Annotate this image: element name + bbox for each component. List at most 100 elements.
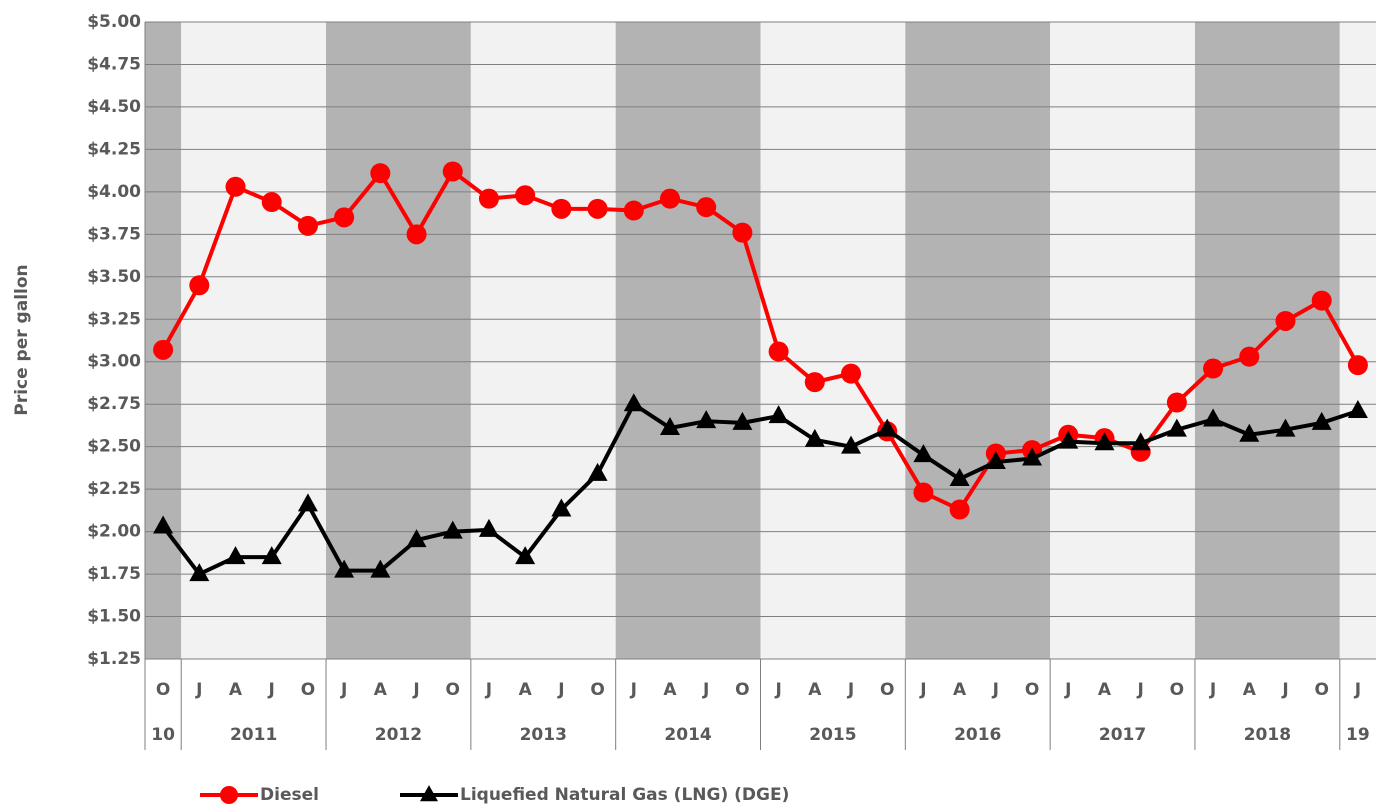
x-tick-label: O bbox=[1025, 680, 1039, 700]
point bbox=[1203, 408, 1224, 427]
point bbox=[261, 546, 282, 565]
point bbox=[623, 200, 644, 221]
y-tick-label: $4.00 bbox=[87, 182, 141, 202]
x-tick-label: J bbox=[1064, 680, 1071, 700]
point bbox=[334, 559, 355, 578]
x-tick-label: O bbox=[735, 680, 749, 700]
point bbox=[587, 198, 608, 219]
x-tick-label: J bbox=[195, 680, 202, 700]
x-tick-label: J bbox=[1209, 680, 1216, 700]
x-tick-label: J bbox=[1281, 680, 1288, 700]
year-label: 2011 bbox=[230, 725, 277, 745]
point bbox=[153, 339, 174, 360]
point bbox=[153, 515, 174, 534]
point bbox=[189, 563, 210, 582]
x-tick-label: A bbox=[953, 680, 967, 700]
year-label: 2017 bbox=[1099, 725, 1146, 745]
x-tick-label: A bbox=[229, 680, 243, 700]
point bbox=[841, 363, 862, 384]
year-label: 2015 bbox=[809, 725, 856, 745]
y-tick-label: $4.75 bbox=[87, 54, 141, 74]
point bbox=[515, 546, 536, 565]
y-tick-label: $2.25 bbox=[87, 479, 141, 499]
y-axis-label: Price per gallon bbox=[12, 264, 32, 415]
year-label: 10 bbox=[151, 725, 175, 745]
point bbox=[1058, 430, 1079, 449]
y-tick-label: $4.25 bbox=[87, 139, 141, 159]
year-label: 2016 bbox=[954, 725, 1001, 745]
x-tick-label: A bbox=[1243, 680, 1257, 700]
point bbox=[1094, 432, 1115, 451]
x-tick-label: J bbox=[485, 680, 492, 700]
point bbox=[334, 207, 355, 228]
point bbox=[659, 416, 680, 435]
point bbox=[949, 499, 970, 520]
x-tick-label: O bbox=[1314, 680, 1328, 700]
x-tick-label: J bbox=[702, 680, 709, 700]
point bbox=[696, 410, 717, 429]
x-tick-label: O bbox=[590, 680, 604, 700]
y-tick-label: $2.75 bbox=[87, 394, 141, 414]
point bbox=[768, 405, 789, 424]
point bbox=[696, 197, 717, 218]
point bbox=[370, 163, 391, 184]
y-tick-label: $1.75 bbox=[87, 564, 141, 584]
point bbox=[985, 450, 1006, 469]
x-tick-label: J bbox=[992, 680, 999, 700]
legend-label: Liquefied Natural Gas (LNG) (DGE) bbox=[460, 785, 789, 804]
x-tick-label: J bbox=[919, 680, 926, 700]
x-tick-label: O bbox=[880, 680, 894, 700]
point bbox=[189, 275, 210, 296]
legend-marker bbox=[220, 786, 238, 804]
x-tick-label: J bbox=[1136, 680, 1143, 700]
point bbox=[587, 462, 608, 481]
x-tick-label: J bbox=[412, 680, 419, 700]
year-band bbox=[760, 22, 906, 659]
y-tick-label: $1.50 bbox=[87, 607, 141, 627]
year-band bbox=[326, 22, 471, 659]
point bbox=[406, 224, 427, 245]
x-tick-label: J bbox=[847, 680, 854, 700]
point bbox=[1239, 423, 1260, 442]
point bbox=[877, 418, 898, 437]
point bbox=[1347, 399, 1368, 418]
y-tick-label: $4.50 bbox=[87, 97, 141, 117]
point bbox=[225, 176, 246, 197]
x-tick-label: A bbox=[1098, 680, 1112, 700]
x-tick-label: J bbox=[557, 680, 564, 700]
point bbox=[1347, 355, 1368, 376]
series-line bbox=[161, 169, 1360, 512]
point bbox=[623, 393, 644, 412]
point bbox=[478, 188, 499, 209]
x-tick-label: J bbox=[268, 680, 275, 700]
y-tick-label: $1.25 bbox=[87, 649, 141, 669]
point bbox=[659, 188, 680, 209]
point bbox=[732, 411, 753, 430]
x-tick-label: A bbox=[374, 680, 388, 700]
point bbox=[1203, 358, 1224, 379]
point bbox=[804, 428, 825, 447]
point bbox=[1239, 346, 1260, 367]
point bbox=[1311, 411, 1332, 430]
x-tick-label: J bbox=[340, 680, 347, 700]
point bbox=[406, 529, 427, 548]
y-tick-label: $2.50 bbox=[87, 437, 141, 457]
point bbox=[949, 467, 970, 486]
point bbox=[804, 372, 825, 393]
point bbox=[913, 482, 934, 503]
x-tick-label: A bbox=[808, 680, 822, 700]
point bbox=[1275, 310, 1296, 331]
point bbox=[768, 341, 789, 362]
x-tick-label: A bbox=[519, 680, 533, 700]
point bbox=[913, 444, 934, 463]
x-tick-label: A bbox=[663, 680, 677, 700]
x-tick-label: O bbox=[156, 680, 170, 700]
x-tick-label: J bbox=[1354, 680, 1361, 700]
point bbox=[370, 559, 391, 578]
point bbox=[1166, 418, 1187, 437]
year-band bbox=[1050, 22, 1195, 659]
y-tick-label: $5.00 bbox=[87, 12, 141, 32]
point bbox=[1130, 432, 1151, 451]
year-band bbox=[181, 22, 327, 659]
